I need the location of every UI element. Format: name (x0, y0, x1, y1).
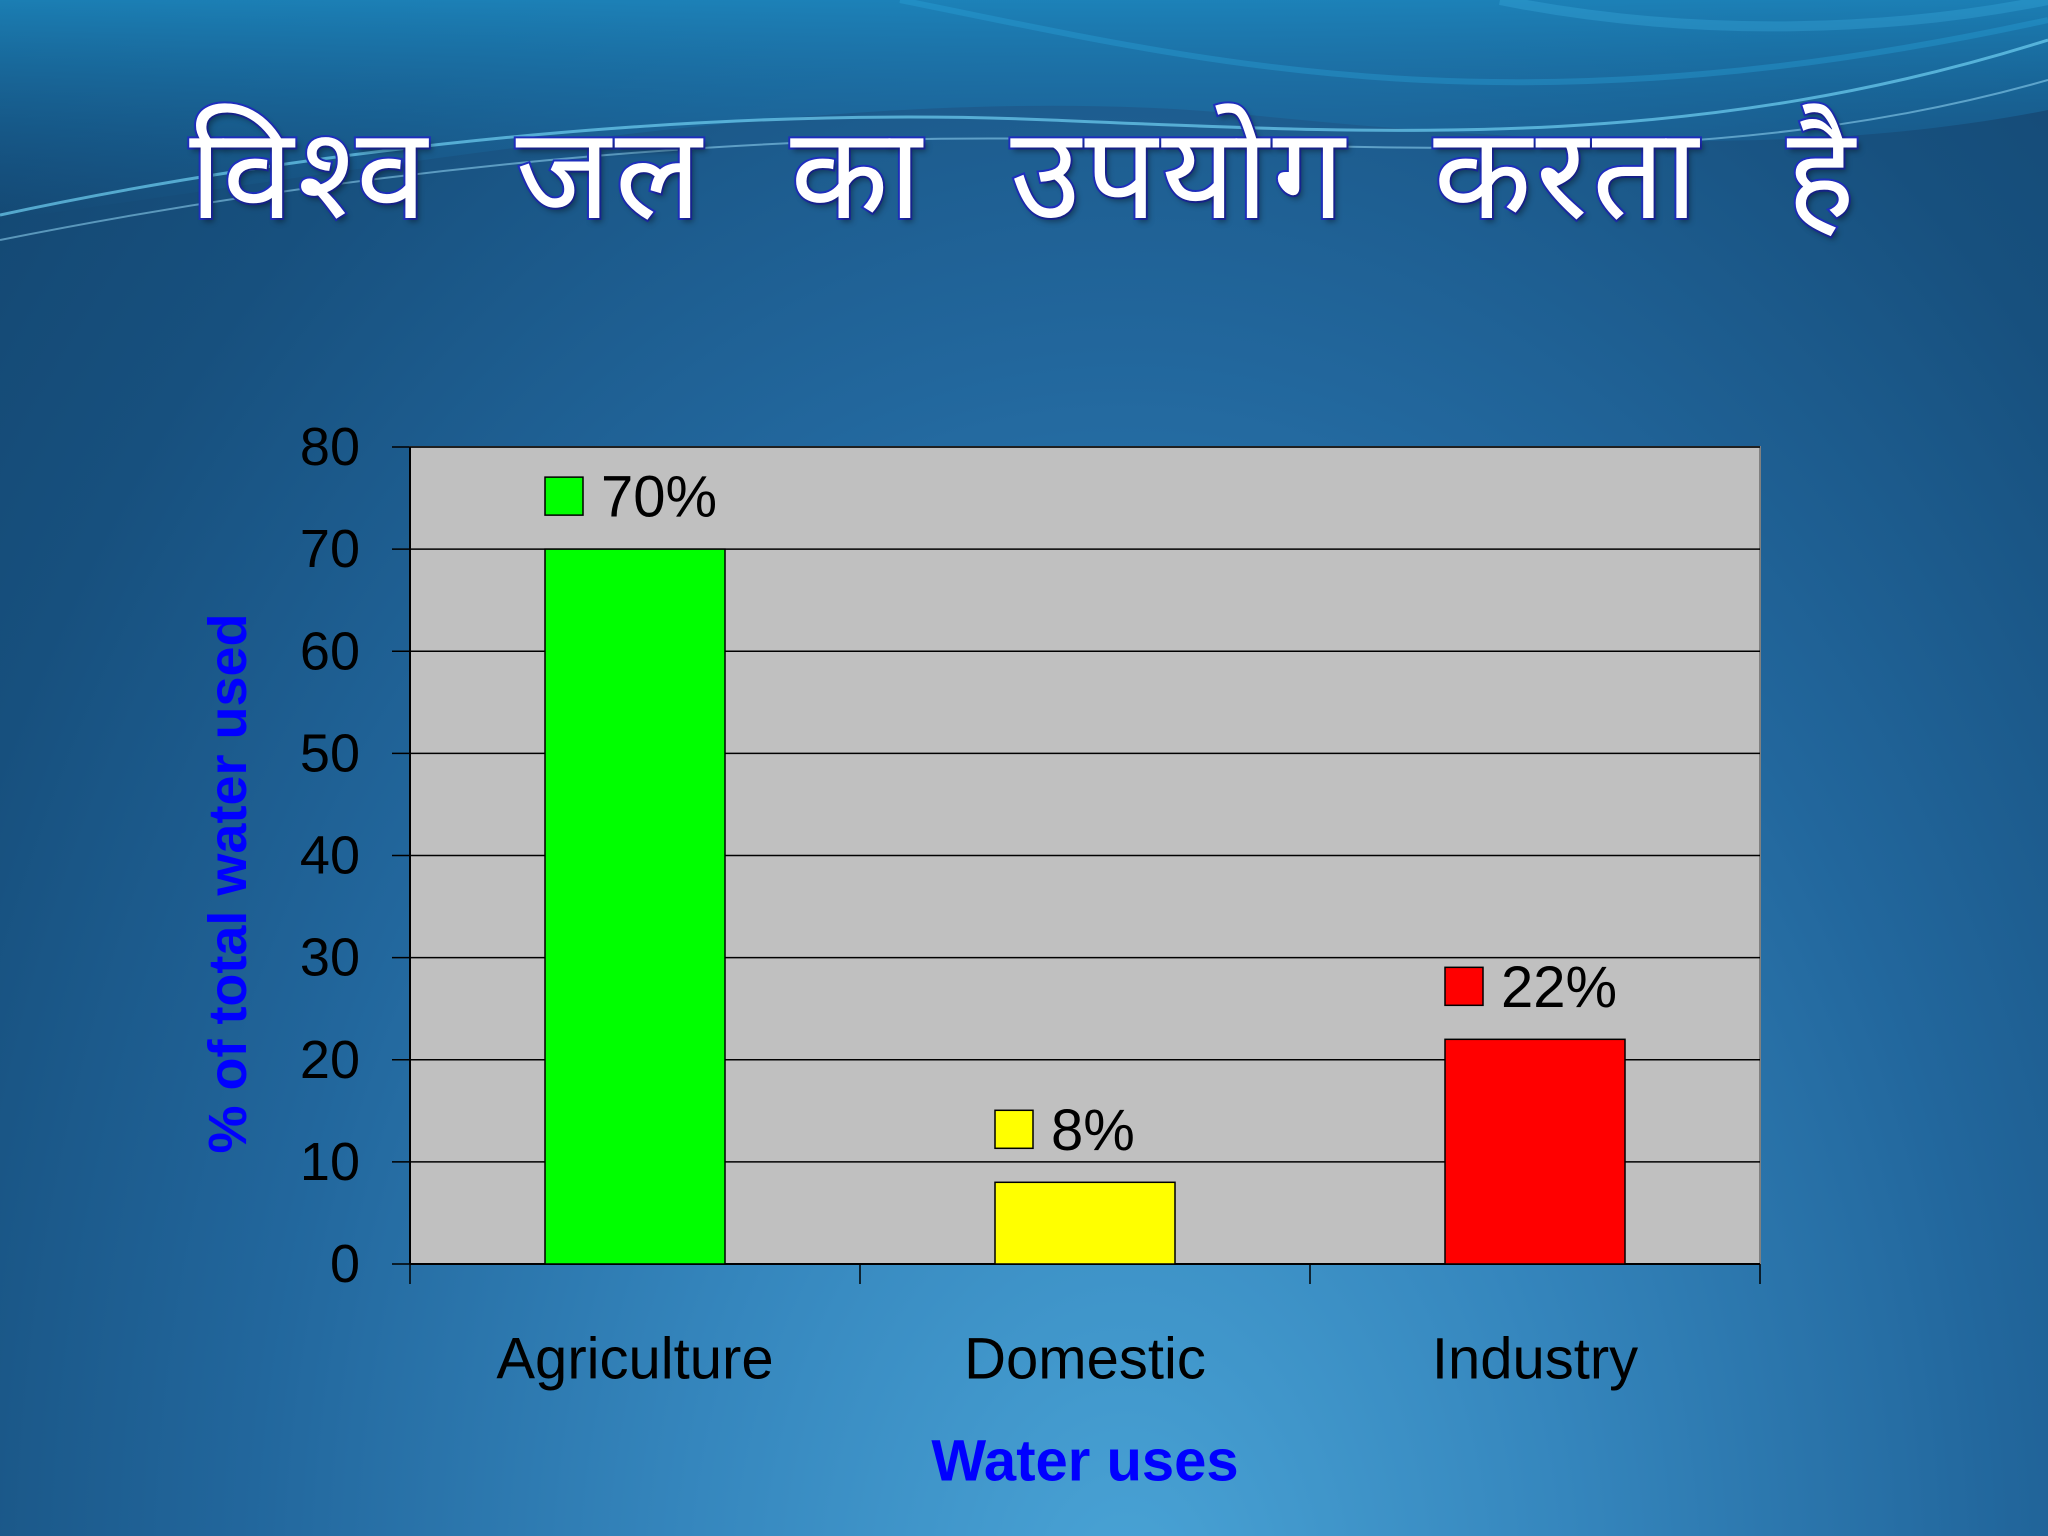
x-category-label: Domestic (964, 1327, 1206, 1392)
y-tick-label: 80 (300, 417, 360, 477)
y-axis-title: % of total water used (198, 613, 258, 1153)
data-label-key (1444, 966, 1484, 1007)
bar-agriculture (544, 548, 726, 1265)
slide-title: विश्व जल का उपयोग करता है (187, 98, 1859, 251)
y-tick-label: 10 (300, 1132, 360, 1192)
y-tick-label: 40 (300, 826, 360, 886)
data-label-key (994, 1109, 1034, 1150)
y-tick-label: 50 (300, 723, 360, 783)
y-tick-label: 30 (300, 928, 360, 988)
y-tick-label: 20 (300, 1030, 360, 1090)
bar-domestic (994, 1181, 1176, 1265)
data-label: 8% (1051, 1098, 1135, 1163)
data-label: 70% (601, 465, 717, 530)
y-tick-label: 70 (300, 519, 360, 579)
y-tick-label: 0 (330, 1234, 360, 1294)
x-category-label: Industry (1432, 1327, 1638, 1392)
data-label-key (544, 476, 584, 516)
y-tick-label: 60 (300, 621, 360, 681)
x-category-label: Agriculture (496, 1327, 773, 1392)
data-label: 22% (1501, 955, 1617, 1020)
x-axis-title: Water uses (931, 1429, 1238, 1494)
bar-industry (1444, 1038, 1626, 1265)
